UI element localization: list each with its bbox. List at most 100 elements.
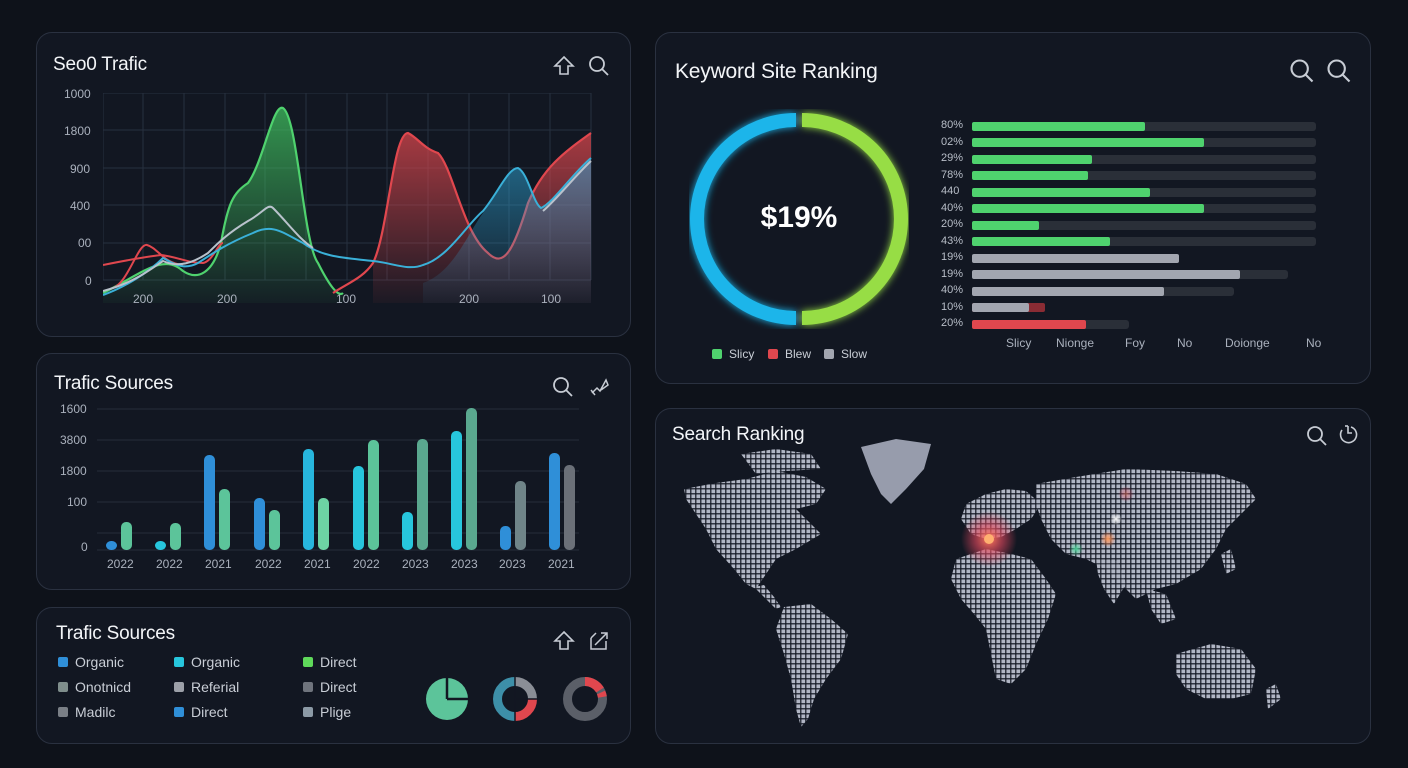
legend-label: Onotnicd [75,679,132,695]
x-tick: 2021 [304,557,331,571]
legend-label: Madilc [75,704,116,720]
world-map[interactable] [656,409,1372,745]
donut-center-value: $19% [760,201,838,234]
search-icon[interactable] [1287,56,1317,86]
hbar-label: 29% [941,152,964,164]
horizontal-bar-chart: 80% 02% 29% 78% 440 40% 20% 43% 19% 19% … [941,119,1321,336]
x-label: Nionge [1056,336,1095,350]
hbar-label: 40% [941,201,964,214]
hbar-label: 02% [941,135,964,148]
mini-pie-chart-1 [426,678,468,720]
hbar-label: 80% [941,119,964,131]
hbar-label: 10% [941,300,964,313]
legend-label: Slicy [729,347,755,361]
donut-legend-item: Slow [824,347,867,361]
legend-label: Plige [320,704,352,720]
legend-swatch [174,682,184,692]
legend-label: Blew [785,347,812,361]
legend-item: Direct [303,679,357,695]
x-tick: 2023 [402,557,429,571]
panel-title: Trafic Sources [56,623,175,644]
x-tick: 2022 [255,557,282,571]
search-icon[interactable] [586,53,612,79]
legend-label: Organic [75,654,125,670]
legend-item: Direct [174,704,228,720]
upload-arrow-icon[interactable] [551,53,577,79]
hbar-label: 78% [941,168,964,181]
keyword-donut-chart [690,113,908,325]
legend-swatch [174,707,184,717]
x-label: No [1177,336,1193,350]
donut-legend-item: Blew [768,347,811,361]
panel-title: Trafic Sources [54,373,173,394]
keyword-ranking-panel: Keyword Site Ranking $19% Slicy Blew Slo… [655,32,1371,384]
panel-title: Keyword Site Ranking [675,60,878,83]
legend-swatch [824,349,834,359]
seo-traffic-panel: Seo0 Trafic 1000 1800 900 400 00 0 [36,32,631,337]
y-tick: 100 [67,495,88,509]
legend-label: Organic [191,654,241,670]
x-tick: 200 [459,292,480,306]
panel-title: Search Ranking [672,424,805,445]
traffic-sources-bar-chart [97,408,579,551]
mini-donut-chart-3 [563,677,607,721]
share-icon[interactable] [586,628,612,654]
legend-swatch [303,707,313,717]
search-icon[interactable] [550,374,576,400]
x-tick: 2023 [451,557,478,571]
legend-item: Plige [303,704,351,720]
hbar-label: 20% [941,317,964,329]
hbar-label: 20% [941,218,964,230]
donut-legend-item: Slicy [712,347,754,361]
x-tick: 2022 [107,557,134,571]
seo-traffic-line-chart [103,93,592,303]
y-tick: 1000 [64,87,91,101]
legend-swatch [58,682,68,692]
x-tick: 200 [133,292,154,306]
y-tick: 0 [85,274,92,288]
y-tick: 0 [81,540,88,554]
legend-label: Direct [320,679,357,695]
x-tick: 100 [336,292,357,306]
legend-label: Slow [841,347,868,361]
search-ranking-panel: Search Ranking [655,408,1371,744]
legend-item: Referial [174,679,239,695]
upload-arrow-icon[interactable] [551,628,577,654]
mini-donut-chart-2 [493,677,537,721]
x-label: Doionge [1225,336,1270,350]
search-icon[interactable] [1324,56,1354,86]
legend-item: Organic [174,654,240,670]
hbar-label: 40% [941,284,964,296]
x-tick: 2022 [353,557,380,571]
y-tick: 1800 [60,464,87,478]
legend-swatch [712,349,722,359]
refresh-timer-icon[interactable] [1335,421,1361,447]
search-icon[interactable] [1304,423,1330,449]
y-tick: 1800 [64,124,91,138]
legend-swatch [303,682,313,692]
y-tick: 900 [70,162,91,176]
legend-swatch [303,657,313,667]
x-tick: 200 [217,292,238,306]
legend-swatch [58,707,68,717]
hbar-label: 43% [941,234,964,247]
x-tick: 2023 [499,557,526,571]
x-tick: 100 [541,292,562,306]
x-label: No [1306,336,1322,350]
y-tick: 00 [78,236,92,250]
legend-item: Organic [58,654,124,670]
x-tick: 2021 [205,557,232,571]
hbar-label: 440 [941,185,960,197]
pen-tool-icon[interactable] [586,374,612,400]
legend-swatch [768,349,778,359]
legend-swatch [174,657,184,667]
x-tick: 2022 [156,557,183,571]
legend-item: Onotnicd [58,679,131,695]
legend-label: Direct [191,704,228,720]
traffic-sources-legend-panel: Trafic Sources Organic Organic Direct On… [36,607,631,744]
y-tick: 400 [70,199,91,213]
hbar-label: 19% [941,267,964,280]
legend-item: Direct [303,654,357,670]
hbar-label: 19% [941,251,964,263]
legend-label: Referial [191,679,240,695]
